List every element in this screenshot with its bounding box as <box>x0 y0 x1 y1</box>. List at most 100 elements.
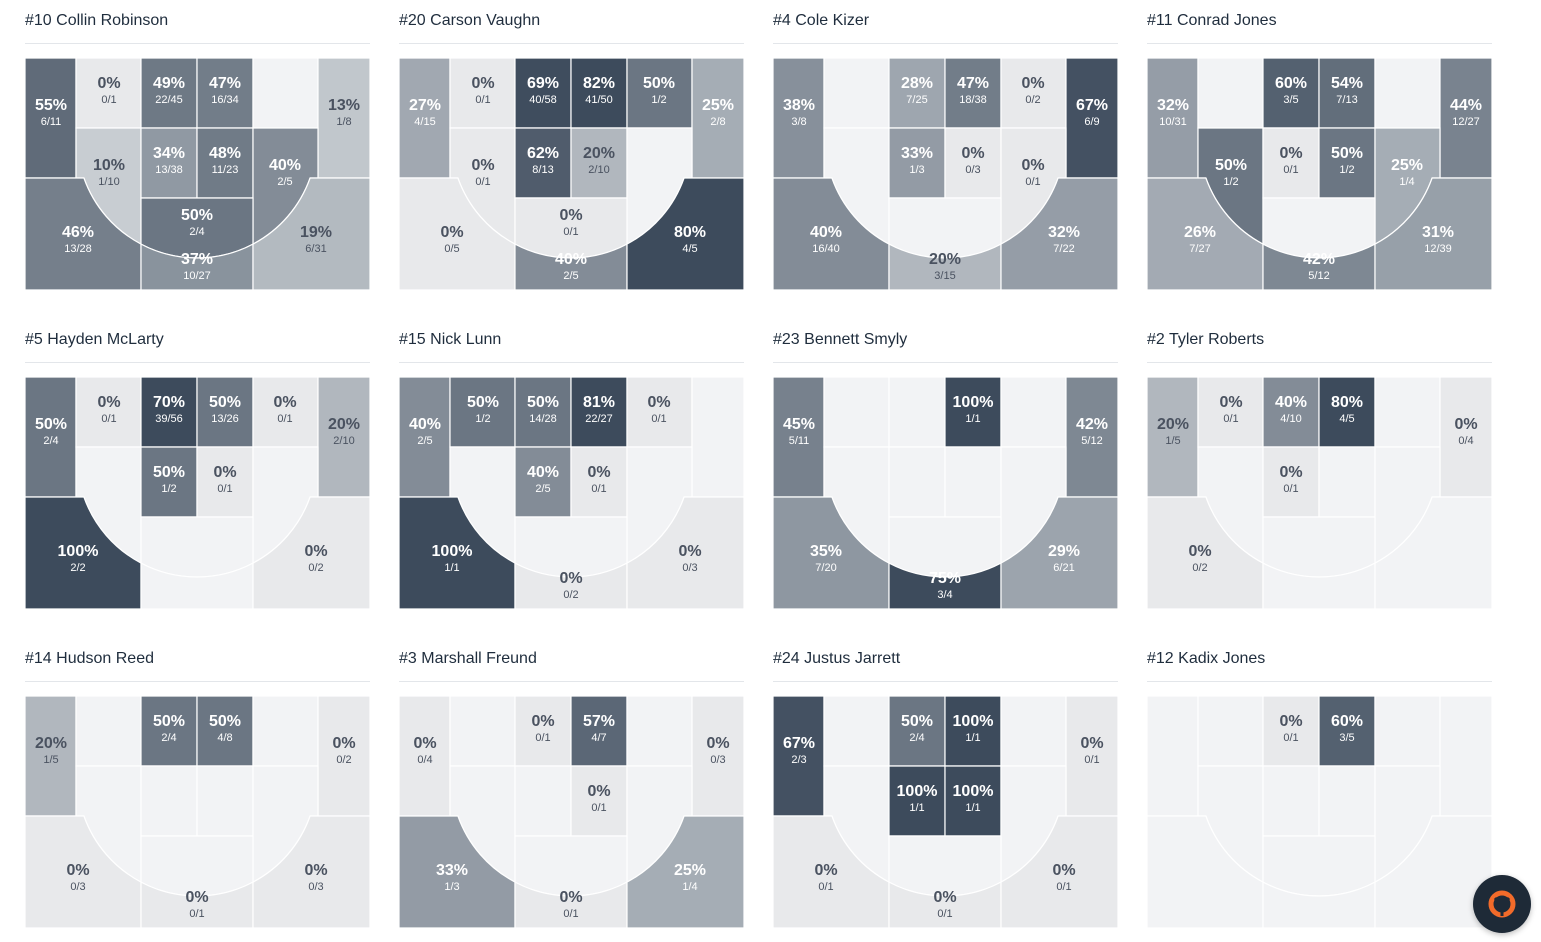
zone-rw[interactable] <box>252 58 319 129</box>
zone-rc[interactable]: 20% 2/10 <box>317 377 370 498</box>
zone-rt[interactable]: 29% 6/21 <box>1000 496 1118 609</box>
zone-ft[interactable] <box>140 835 254 897</box>
zone-lw[interactable] <box>75 696 142 767</box>
zone-tt[interactable]: 75%3/4 <box>888 562 1002 609</box>
zone-pl[interactable]: 0%0/1 <box>1262 127 1320 199</box>
zone-pl[interactable] <box>1262 765 1320 837</box>
zone-tl[interactable]: 50% 14/28 <box>514 377 572 448</box>
zone-lw[interactable] <box>823 377 890 448</box>
zone-tr[interactable]: 47% 18/38 <box>944 58 1002 129</box>
zone-tt[interactable]: 0%0/2 <box>514 562 628 609</box>
zone-lc[interactable]: 67%2/3 <box>773 696 825 817</box>
zone-tl[interactable]: 28% 7/25 <box>888 58 946 129</box>
zone-lc[interactable]: 27% 4/15 <box>399 58 451 179</box>
zone-rw[interactable] <box>1000 696 1067 767</box>
zone-pl[interactable] <box>140 765 198 837</box>
zone-lw[interactable]: 0%0/1 <box>1197 377 1264 448</box>
zone-rc[interactable]: 44% 12/27 <box>1439 58 1492 179</box>
zone-tr[interactable]: 80%4/5 <box>1318 377 1376 448</box>
zone-tl[interactable]: 50%2/4 <box>140 696 198 767</box>
zone-ft[interactable] <box>888 197 1002 259</box>
zone-ft[interactable] <box>888 516 1002 578</box>
zone-ft[interactable] <box>514 835 628 897</box>
zone-lw[interactable]: 50%1/2 <box>449 377 516 448</box>
zone-rc[interactable]: 67%6/9 <box>1065 58 1118 179</box>
zone-rc[interactable]: 13%1/8 <box>317 58 370 179</box>
zone-rw[interactable] <box>252 696 319 767</box>
zone-pr[interactable]: 50%1/2 <box>1318 127 1376 199</box>
zone-rt[interactable]: 32% 7/22 <box>1000 177 1118 290</box>
zone-ft[interactable] <box>1262 835 1376 897</box>
zone-pl[interactable]: 34% 13/38 <box>140 127 198 199</box>
zone-rc[interactable]: 25%2/8 <box>691 58 744 179</box>
zone-lw[interactable] <box>1197 58 1264 129</box>
zone-tl[interactable]: 70% 39/56 <box>140 377 198 448</box>
zone-ft[interactable]: 0%0/1 <box>514 197 628 259</box>
zone-rw[interactable] <box>1374 58 1441 129</box>
zone-rc[interactable] <box>1439 696 1492 817</box>
zone-rt[interactable]: 0%0/3 <box>252 815 370 928</box>
zone-rw[interactable]: 50%1/2 <box>626 58 693 129</box>
zone-rt[interactable]: 80%4/5 <box>626 177 744 290</box>
zone-tl[interactable]: 49% 22/45 <box>140 58 198 129</box>
zone-lw[interactable]: 0%0/1 <box>449 58 516 129</box>
zone-tr[interactable]: 100% 1/1 <box>944 696 1002 767</box>
zone-ml[interactable]: 50%1/2 <box>1197 127 1264 246</box>
zone-tl[interactable]: 60%3/5 <box>1262 58 1320 129</box>
zone-tt[interactable]: 0%0/1 <box>140 881 254 928</box>
zone-ft[interactable] <box>1262 197 1376 259</box>
zone-pl[interactable] <box>888 446 946 518</box>
zone-rw[interactable]: 0%0/1 <box>626 377 693 448</box>
zone-pl[interactable]: 33%1/3 <box>888 127 946 199</box>
zone-lc[interactable]: 55% 6/11 <box>25 58 77 179</box>
zone-ft[interactable] <box>514 516 628 578</box>
zone-tl[interactable]: 40% 4/10 <box>1262 377 1320 448</box>
zone-lc[interactable]: 45% 5/11 <box>773 377 825 498</box>
zone-tl[interactable]: 0%0/1 <box>514 696 572 767</box>
zone-pr[interactable]: 0%0/1 <box>570 765 628 837</box>
zone-lt[interactable]: 0%0/2 <box>1147 496 1264 609</box>
zone-lw[interactable] <box>823 696 890 767</box>
zone-pl[interactable]: 40%2/5 <box>514 446 572 518</box>
zone-tl[interactable]: 0%0/1 <box>1262 696 1320 767</box>
zone-rw[interactable] <box>1000 377 1067 448</box>
zone-pr[interactable]: 0%0/1 <box>196 446 254 518</box>
zone-rc[interactable]: 0%0/2 <box>317 696 370 817</box>
zone-lt[interactable]: 0%0/1 <box>773 815 890 928</box>
zone-tr[interactable]: 50% 13/26 <box>196 377 254 448</box>
zone-tl[interactable] <box>888 377 946 448</box>
zone-rc[interactable] <box>691 377 744 498</box>
zone-rw[interactable]: 0%0/1 <box>252 377 319 448</box>
zone-pr[interactable] <box>1318 446 1376 518</box>
zone-lw[interactable]: 0%0/1 <box>75 58 142 129</box>
zone-ft[interactable]: 50%2/4 <box>140 197 254 259</box>
zone-tr[interactable]: 100% 1/1 <box>944 377 1002 448</box>
chat-launcher-button[interactable] <box>1473 875 1531 933</box>
zone-lw[interactable] <box>1197 696 1264 767</box>
zone-pr[interactable] <box>196 765 254 837</box>
zone-lc[interactable] <box>1147 696 1199 817</box>
zone-rt[interactable] <box>1374 815 1492 928</box>
zone-rw[interactable]: 0%0/2 <box>1000 58 1067 129</box>
zone-pl[interactable]: 100% 1/1 <box>888 765 946 837</box>
zone-tt[interactable]: 20% 3/15 <box>888 243 1002 290</box>
zone-lc[interactable]: 38%3/8 <box>773 58 825 179</box>
zone-pr[interactable] <box>1318 765 1376 837</box>
zone-rc[interactable]: 0%0/1 <box>1065 696 1118 817</box>
zone-rc[interactable]: 42% 5/12 <box>1065 377 1118 498</box>
zone-rc[interactable]: 0%0/3 <box>691 696 744 817</box>
zone-pl[interactable]: 50%1/2 <box>140 446 198 518</box>
zone-tr[interactable]: 54% 7/13 <box>1318 58 1376 129</box>
zone-lc[interactable]: 32% 10/31 <box>1147 58 1199 179</box>
zone-pl[interactable]: 0%0/1 <box>1262 446 1320 518</box>
zone-lc[interactable]: 0%0/4 <box>399 696 451 817</box>
zone-rt[interactable]: 25%1/4 <box>626 815 744 928</box>
zone-pr[interactable]: 20% 2/10 <box>570 127 628 199</box>
zone-tl[interactable]: 69% 40/58 <box>514 58 572 129</box>
zone-tt[interactable]: 42% 5/12 <box>1262 243 1376 290</box>
zone-tl[interactable]: 50%2/4 <box>888 696 946 767</box>
zone-rt[interactable]: 19% 6/31 <box>252 177 370 290</box>
zone-tr[interactable]: 57%4/7 <box>570 696 628 767</box>
zone-rt[interactable]: 0%0/1 <box>1000 815 1118 928</box>
zone-pr[interactable]: 48% 11/23 <box>196 127 254 199</box>
